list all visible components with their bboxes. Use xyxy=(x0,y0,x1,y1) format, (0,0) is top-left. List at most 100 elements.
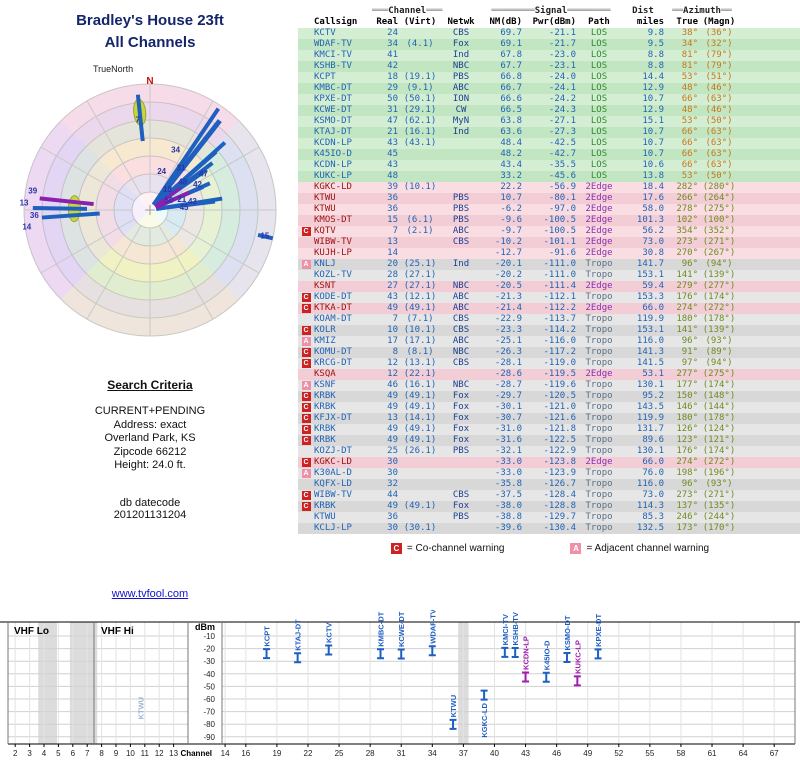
real-channel-cell: 32 xyxy=(387,479,398,489)
table-row: KCLJ-LP 30 (30.1) -39.6 -130.4 Tropo 132.5 173°… xyxy=(298,523,800,534)
azimuth-true-cell: 97° xyxy=(681,358,698,368)
signal-beam xyxy=(156,200,216,211)
nm-db-cell: 66.6 xyxy=(500,94,522,104)
tvfool-link[interactable]: www.tvfool.com xyxy=(111,588,189,600)
azimuth-magn-cell: (170°) xyxy=(702,523,736,533)
table-row: WIBW-TV 13 CBS -10.2 -101.1 2Edge 73.0 273° (271… xyxy=(298,237,800,248)
nm-db-cell: -6.2 xyxy=(500,204,522,214)
azimuth-magn-cell: (94°) xyxy=(705,358,733,368)
table-row: A K30AL-D 30 -33.0 -123.9 Tropo 76.0 198° (196°) xyxy=(298,468,800,479)
table-row: C KRBK 49 (49.1) Fox -29.7 -120.5 Tropo 95.2 150°… xyxy=(298,391,800,402)
channel-tick-label: 22 xyxy=(304,749,313,758)
channel-tick-label: 49 xyxy=(583,749,592,758)
table-row: C KODE-DT 43 (12.1) ABC -21.3 -112.1 Tropo 153.3… xyxy=(298,292,800,303)
azimuth-true-cell: 180° xyxy=(676,413,698,423)
azimuth-true-cell: 141° xyxy=(676,325,698,335)
co-channel-warning-badge: C xyxy=(301,502,311,511)
station-marker-label: KTAJ-DT xyxy=(294,619,303,651)
azimuth-true-cell: 150° xyxy=(676,391,698,401)
azimuth-magn-cell: (100°) xyxy=(702,215,736,225)
distance-cell: 153.3 xyxy=(636,292,664,302)
azimuth-magn-cell: (63°) xyxy=(705,160,733,170)
signal-beam xyxy=(135,94,145,142)
warn-cell: C xyxy=(298,501,312,512)
virtual-channel-cell: (9.1) xyxy=(406,83,434,93)
co-channel-warning-badge: C xyxy=(301,414,311,423)
real-channel-cell: 10 xyxy=(387,325,398,335)
virtual-channel-cell: (12.1) xyxy=(403,292,437,302)
azimuth-true-cell: 53° xyxy=(681,72,698,82)
nm-db-cell: 22.2 xyxy=(500,182,522,192)
channel-tick-label: 9 xyxy=(114,749,119,758)
pwr-dbm-cell: -119.5 xyxy=(543,369,576,379)
col-netwk: Netwk xyxy=(447,17,475,27)
station-marker xyxy=(397,648,405,660)
callsign-cell: KTWU xyxy=(314,512,336,522)
pwr-dbm-cell: -116.0 xyxy=(543,336,576,346)
azimuth-magn-cell: (63°) xyxy=(705,94,733,104)
signal-beam xyxy=(154,186,182,208)
real-channel-cell: 20 xyxy=(387,259,398,269)
station-marker xyxy=(594,648,602,660)
station-marker-label: KSHB-TV xyxy=(511,612,520,645)
azimuth-magn-cell: (89°) xyxy=(705,347,733,357)
callsign-cell: KCWE-DT xyxy=(314,105,352,115)
true-north-label: TrueNorth xyxy=(93,64,134,74)
real-channel-cell: 30 xyxy=(387,457,398,467)
real-channel-cell: 18 xyxy=(387,72,398,82)
real-channel-cell: 13 xyxy=(387,413,398,423)
azimuth-true-cell: 282° xyxy=(676,182,698,192)
channel-label: 47 xyxy=(199,170,208,179)
callsign-cell: KGKC-LD xyxy=(314,182,352,192)
distance-cell: 10.7 xyxy=(642,127,664,137)
path-cell: Tropo xyxy=(585,468,613,478)
network-cell: Fox xyxy=(452,413,470,423)
channel-label: 45 xyxy=(180,203,189,212)
distance-cell: 14.4 xyxy=(642,72,664,82)
azimuth-magn-cell: (174°) xyxy=(702,380,736,390)
distance-cell: 131.7 xyxy=(636,424,664,434)
col-real: Real xyxy=(376,17,398,27)
table-row: KCDN-LP 43 (43.1) 48.4 -42.5 LOS 10.7 66° (63°) xyxy=(298,138,800,149)
channel-label: 31 xyxy=(177,163,186,172)
station-marker xyxy=(511,647,519,659)
path-cell: Tropo xyxy=(585,358,613,368)
callsign-cell: KMBC-DT xyxy=(314,83,352,93)
channel-label: 48 xyxy=(178,177,187,186)
virtual-channel-cell: (27.1) xyxy=(403,270,437,280)
pwr-dbm-cell: -45.6 xyxy=(548,171,576,181)
co-channel-warning-badge: C xyxy=(301,436,311,445)
real-channel-cell: 31 xyxy=(387,105,398,115)
azimuth-magn-cell: (174°) xyxy=(702,292,736,302)
co-channel-warning-badge: C xyxy=(301,392,311,401)
callsign-cell: KMCI-TV xyxy=(314,50,352,60)
distance-cell: 59.4 xyxy=(642,281,664,291)
callsign-cell: KTAJ-DT xyxy=(314,127,352,137)
nm-db-cell: -28.6 xyxy=(494,369,522,379)
channel-tick-label: 2 xyxy=(13,749,18,758)
callsign-cell: KPXE-DT xyxy=(314,94,352,104)
channel-tick-label: 8 xyxy=(99,749,104,758)
nm-db-cell: -38.0 xyxy=(494,501,522,511)
co-channel-warning-badge: C xyxy=(301,491,311,500)
db-datecode-label: db datecode xyxy=(119,496,181,509)
pwr-dbm-cell: -27.3 xyxy=(548,127,576,137)
network-cell: Fox xyxy=(452,402,470,412)
callsign-cell: KSQA xyxy=(314,369,336,379)
signal-beam xyxy=(39,196,94,207)
dbm-tick-label: -40 xyxy=(203,670,215,679)
warn-cell: C xyxy=(298,413,312,424)
nm-db-cell: 66.8 xyxy=(500,72,522,82)
network-cell: Ind xyxy=(452,50,470,60)
channel-tick-label: 61 xyxy=(708,749,717,758)
channel-tick-label: 58 xyxy=(676,749,685,758)
distance-cell: 30.8 xyxy=(642,248,664,258)
path-cell: 2Edge xyxy=(585,248,613,258)
azimuth-magn-cell: (124°) xyxy=(702,424,736,434)
azimuth-true-cell: 53° xyxy=(681,171,698,181)
nm-db-cell: 43.4 xyxy=(500,160,522,170)
path-cell: LOS xyxy=(590,105,608,115)
real-channel-cell: 8 xyxy=(392,347,398,357)
dbm-tick-label: -50 xyxy=(203,682,215,691)
